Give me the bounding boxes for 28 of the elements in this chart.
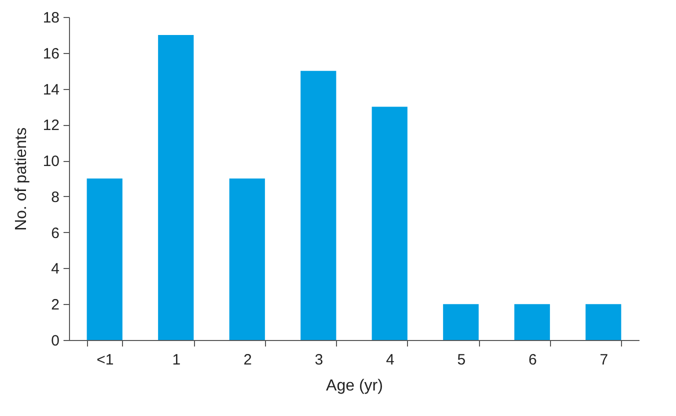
bar [514, 304, 550, 340]
bar [300, 70, 336, 340]
bar [443, 304, 479, 340]
x-tick-label: 5 [457, 352, 466, 368]
y-tick-label: 10 [42, 153, 60, 170]
y-tick-label: 8 [51, 188, 60, 206]
x-tick-label: 7 [600, 352, 608, 368]
bar [586, 304, 622, 340]
y-tick-label: 14 [42, 81, 60, 98]
y-axis-title: No. of patients [12, 127, 30, 231]
bar [372, 106, 408, 340]
x-tick-label: 1 [172, 352, 181, 368]
x-tick-label: <1 [96, 352, 114, 368]
x-tick-label: 4 [386, 352, 394, 368]
y-tick-label: 2 [51, 296, 60, 314]
bar [86, 178, 122, 340]
y-tick-label: 4 [51, 260, 60, 278]
bar [229, 178, 265, 340]
bar [158, 34, 194, 340]
y-tick-label: 6 [51, 224, 60, 242]
y-tick-label: 0 [51, 332, 60, 350]
x-tick-label: 3 [314, 352, 324, 368]
x-axis-title: Age (yr) [326, 378, 383, 394]
y-tick-label: 12 [42, 117, 60, 134]
y-tick-label: 16 [42, 45, 60, 62]
x-tick-label: 6 [528, 352, 537, 368]
y-tick-label: 18 [42, 10, 60, 26]
x-tick-label: 2 [243, 352, 252, 368]
